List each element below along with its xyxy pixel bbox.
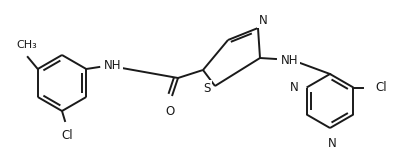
Text: CH₃: CH₃ [17, 40, 37, 50]
Text: N: N [290, 81, 299, 94]
Text: S: S [203, 82, 211, 94]
Text: Cl: Cl [61, 129, 73, 142]
Text: O: O [165, 105, 175, 118]
Text: N: N [259, 13, 267, 27]
Text: NH: NH [104, 58, 122, 72]
Text: Cl: Cl [375, 81, 387, 94]
Text: NH: NH [281, 53, 299, 67]
Text: N: N [328, 137, 337, 150]
